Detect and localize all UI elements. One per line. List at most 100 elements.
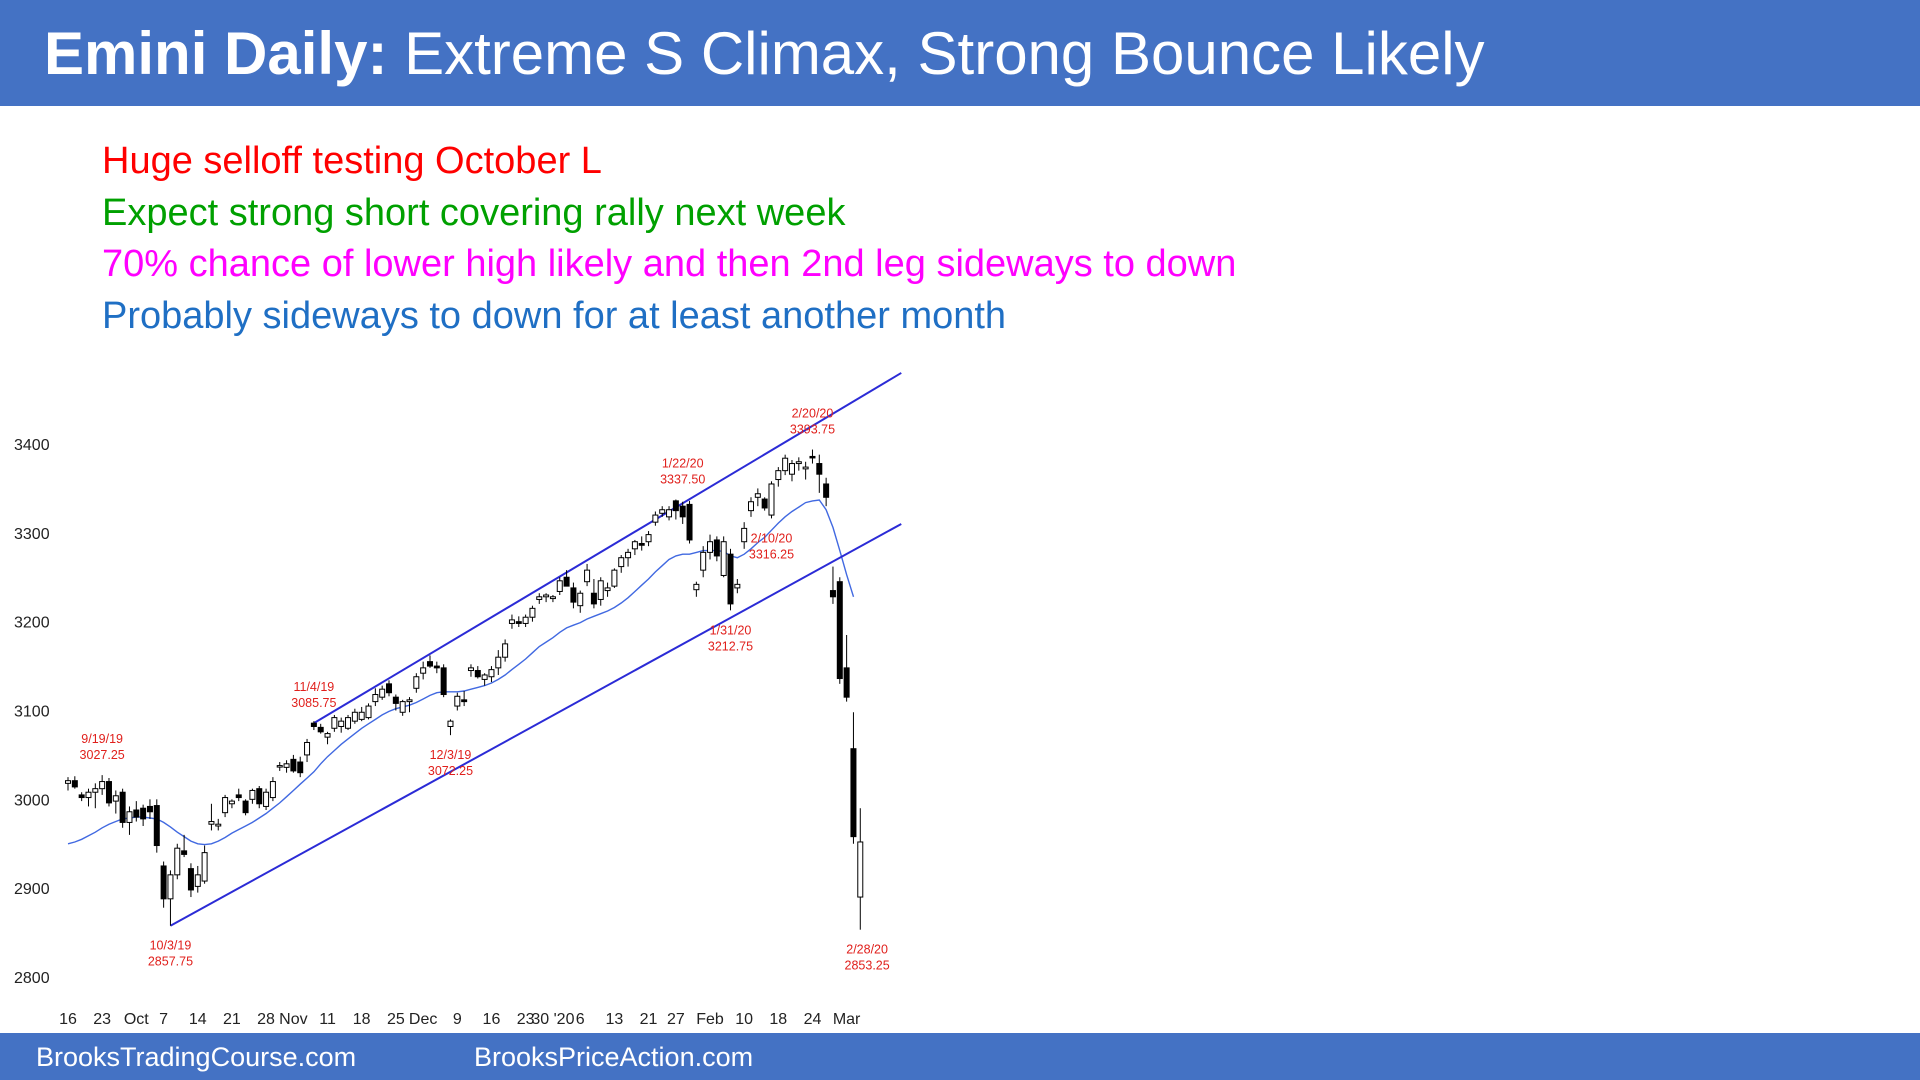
candle-body-bull: [65, 780, 71, 784]
candle-body-bull: [652, 514, 659, 523]
candle-body-bull: [208, 821, 215, 825]
swing-label-price: 2853.25: [845, 959, 890, 973]
x-tick-label: 25: [387, 1011, 405, 1028]
candle-body-bear: [256, 788, 263, 805]
candle-body-bull: [481, 674, 488, 680]
candle-body-bear: [727, 553, 734, 605]
candle-body-bear: [181, 850, 188, 855]
x-tick-label: 11: [319, 1011, 336, 1028]
x-tick-label: 23: [93, 1011, 111, 1028]
candle-body-bull: [379, 688, 386, 698]
candle-body-bull: [174, 847, 181, 876]
candle-body-bear: [146, 805, 153, 813]
candle-body-bull: [228, 800, 235, 805]
candle-body-bull: [283, 763, 290, 768]
candle-body-bull: [584, 569, 591, 583]
candle-body-bear: [290, 758, 297, 772]
candle-body-bull: [707, 541, 714, 553]
candlestick-chart: 2800 2900 3000 3100 3200 3300 3400 16 23 Oct 7 14 21…: [14, 372, 902, 1028]
candle-body-bull: [720, 541, 727, 576]
x-tick-label: Feb: [696, 1011, 724, 1028]
swing-label-date: 1/31/20: [710, 623, 752, 637]
candle-body-bull: [467, 667, 474, 672]
swing-label-price: 3085.75: [291, 696, 336, 710]
page-title: Emini Daily: Extreme S Climax, Strong Bo…: [44, 18, 1485, 90]
candle-body-bull: [543, 594, 550, 598]
swing-label-price: 3072.25: [428, 764, 473, 778]
swing-label-price: 3316.25: [749, 547, 794, 561]
candle-body-bull: [788, 463, 795, 475]
candle-body-bear: [119, 791, 126, 823]
swing-label-date: 9/19/19: [81, 732, 123, 746]
brooks-price-action-link[interactable]: BrooksPriceAction.com: [474, 1042, 754, 1072]
candle-body-bull: [276, 765, 283, 768]
candle-body-bear: [638, 542, 645, 546]
candle-body-bear: [426, 661, 433, 667]
candle-body-bear: [829, 590, 836, 598]
candle-body-bear: [823, 483, 830, 498]
candle-body-bull: [488, 669, 495, 678]
candle-body-bull: [748, 501, 754, 512]
candle-body-bull: [782, 457, 789, 472]
candle-body-bull: [126, 811, 133, 823]
channel-line: [313, 372, 902, 725]
candle-body-bear: [140, 807, 147, 820]
x-tick-label: 30 '20: [531, 1011, 574, 1028]
x-tick-label: 24: [804, 1011, 822, 1028]
moving-average-line: [67, 499, 855, 846]
candle-body-bull: [536, 596, 543, 600]
candle-body-bear: [386, 683, 393, 694]
candle-body-bull: [331, 717, 338, 729]
x-tick-label: 27: [667, 1011, 685, 1028]
candle-body-bull: [754, 493, 761, 498]
candle-body-bear: [133, 809, 140, 818]
candle-body-bull: [597, 580, 604, 600]
y-tick-label: 3000: [14, 792, 50, 809]
candle-body-bull: [406, 699, 413, 703]
candle-body-bear: [160, 865, 167, 900]
candle-body-bull: [659, 509, 666, 514]
candle-body-bear: [440, 667, 447, 696]
candle-body-bull: [249, 789, 256, 800]
candle-body-bear: [461, 699, 468, 703]
candle-body-bear: [187, 868, 194, 891]
candle-body-bull: [549, 596, 556, 600]
x-tick-label: 14: [189, 1011, 207, 1028]
candle-body-bear: [809, 455, 816, 459]
candle-body-bull: [693, 583, 700, 591]
candle-body-bull: [700, 551, 707, 571]
commentary-notes: Huge selloff testing October L Expect st…: [102, 136, 1236, 342]
candle-body-bear: [297, 761, 304, 774]
candle-body-bear: [78, 794, 85, 799]
candle-body-bear: [570, 587, 577, 603]
swing-label-price: 3337.50: [660, 473, 705, 487]
candle-body-bear: [515, 621, 522, 624]
x-tick-label: Nov: [279, 1011, 307, 1028]
candle-body-bear: [843, 667, 850, 698]
candle-body-bull: [618, 557, 625, 568]
note-line: Probably sideways to down for at least a…: [102, 294, 1007, 337]
candle-body-bull: [215, 823, 222, 827]
candle-body-bull: [625, 551, 632, 559]
candle-body-bull: [529, 607, 536, 618]
swing-label-date: 1/22/20: [662, 457, 704, 471]
candle-body-bear: [310, 722, 317, 727]
candle-body-bull: [666, 509, 673, 518]
candle-body-bear: [850, 748, 857, 838]
candle-body-bull: [495, 656, 502, 669]
candle-body-bull: [167, 874, 174, 900]
brooks-trading-course-link[interactable]: BrooksTradingCourse.com: [36, 1042, 357, 1072]
candle-body-bull: [604, 587, 611, 592]
swing-label-date: 10/3/19: [150, 939, 192, 953]
x-tick-label: 21: [223, 1011, 241, 1028]
footer-bar: BrooksTradingCourse.com BrooksPriceActio…: [0, 1033, 1920, 1080]
candle-body-bear: [713, 539, 720, 557]
candle-body-bear: [433, 665, 440, 669]
swing-label-price: 3027.25: [80, 748, 125, 762]
candle-body-bull: [775, 470, 782, 481]
note-line: Huge selloff testing October L: [102, 140, 602, 182]
candle-body-bull: [447, 720, 454, 727]
x-tick-label: 6: [576, 1011, 585, 1028]
y-tick-label: 2800: [14, 970, 50, 987]
candle-body-bull: [508, 619, 515, 624]
